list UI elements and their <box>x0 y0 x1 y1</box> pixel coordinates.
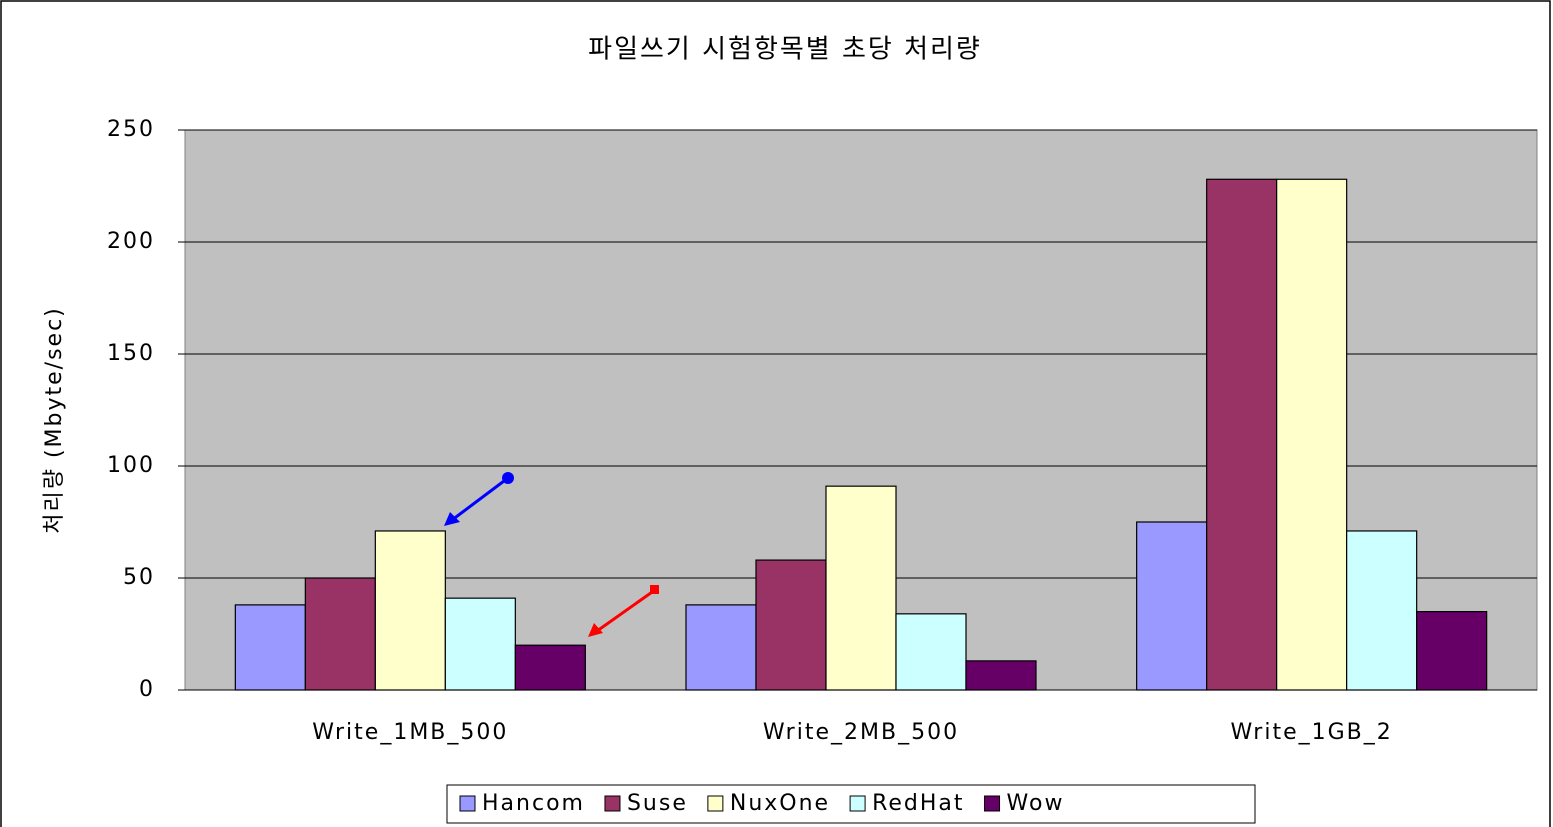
bar <box>514 644 586 691</box>
legend-label: NuxOne <box>730 791 830 816</box>
bar <box>1136 521 1208 691</box>
legend-label: Hancom <box>482 791 585 816</box>
bar <box>444 597 516 691</box>
bar <box>755 559 827 691</box>
bar <box>1206 178 1278 691</box>
y-tick-label: 200 <box>107 229 155 254</box>
bar <box>685 604 757 691</box>
arrow-head <box>588 623 603 637</box>
y-axis-label: 처리량 (Mbyte/sec) <box>42 306 67 534</box>
legend-swatch <box>459 795 476 812</box>
bar <box>1276 178 1348 691</box>
bar <box>1346 530 1418 691</box>
bar <box>234 604 306 691</box>
bar <box>374 530 446 691</box>
annotation-arrow <box>451 476 509 522</box>
legend-label: Wow <box>1007 791 1065 816</box>
arrow-head <box>444 512 460 526</box>
y-tick-label: 250 <box>107 117 155 142</box>
bar <box>825 485 897 691</box>
arrow-dot <box>650 585 659 594</box>
x-tick-label: Write_1GB_2 <box>1231 720 1393 745</box>
y-tick-label: 100 <box>107 453 155 478</box>
legend-label: RedHat <box>872 791 964 816</box>
legend-swatch <box>604 795 621 812</box>
annotation-arrow <box>596 588 656 633</box>
x-tick-label: Write_1MB_500 <box>312 720 508 745</box>
bar <box>304 577 376 691</box>
legend-swatch <box>849 795 866 812</box>
chart-title: 파일쓰기 시험항목별 초당 처리량 <box>588 35 982 65</box>
x-tick-label: Write_2MB_500 <box>763 720 959 745</box>
legend-label: Suse <box>627 791 688 816</box>
bar <box>965 660 1037 691</box>
legend-swatch <box>984 795 1001 812</box>
bar <box>895 613 967 691</box>
y-tick-label: 50 <box>123 565 155 590</box>
y-tick-label: 150 <box>107 341 155 366</box>
bar <box>1416 610 1488 691</box>
y-tick-label: 0 <box>139 677 155 702</box>
legend-swatch <box>707 795 724 812</box>
arrow-dot <box>502 472 514 484</box>
